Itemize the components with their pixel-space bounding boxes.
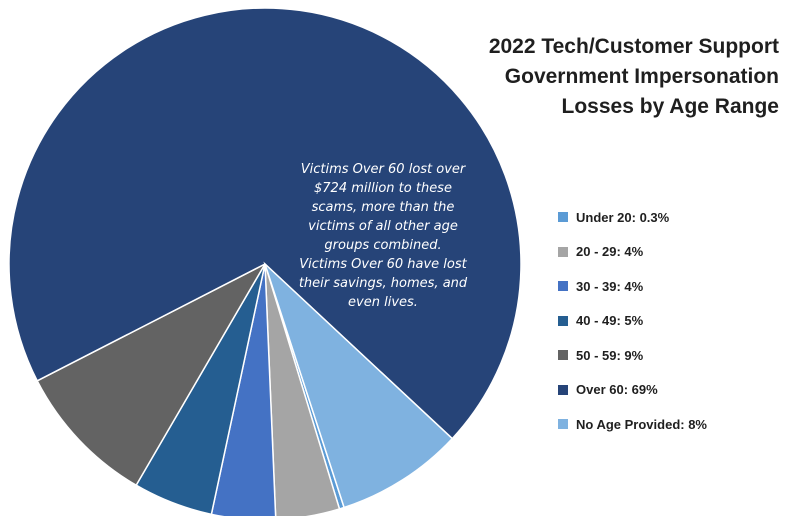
legend-swatch [558,384,568,395]
annotation-line: their savings, homes, and [298,276,468,291]
annotation-line: even lives. [348,295,418,310]
chart-title: 2022 Tech/Customer Support Government Im… [359,32,779,122]
legend-item: 40 - 49: 5% [558,311,707,331]
legend-label: 40 - 49: 5% [576,313,644,328]
legend-item: 30 - 39: 4% [558,276,707,296]
legend-item: 20 - 29: 4% [558,242,707,262]
legend-label: Over 60: 69% [576,382,658,397]
legend-item: No Age Provided: 8% [558,414,707,434]
legend-swatch [558,212,568,222]
pie-slice-4 [36,262,267,487]
annotation-line: $724 million to these [314,181,452,196]
legend-item: 50 - 59: 9% [558,345,707,365]
legend-swatch [558,419,568,429]
title-line: Government Impersonation [504,65,779,88]
legend-label: 50 - 59: 9% [576,347,644,363]
legend-label: Under 20: 0.3% [576,209,670,225]
pie-slice-5 [8,7,522,440]
legend-label: No Age Provided: 8% [576,416,707,432]
legend-swatch [558,315,568,326]
pie-slice-1 [264,263,341,516]
chart-annotation: Victims Over 60 lost over $724 million t… [268,160,498,312]
legend-swatch [558,281,568,291]
chart-legend: Under 20: 0.3% 20 - 29: 4% 30 - 39: 4% 40 -… [558,207,707,449]
pie-slice-6 [263,261,454,509]
annotation-line: victims of all other age [308,219,458,234]
title-line: Losses by Age Range [561,95,779,118]
legend-swatch [558,246,568,257]
annotation-line: Victims Over 60 have lost [299,257,467,272]
annotation-line: groups combined. [324,238,442,253]
legend-item: Under 20: 0.3% [558,207,707,227]
legend-label: 30 - 39: 4% [576,278,644,294]
legend-swatch [558,350,568,360]
annotation-line: scams, more than the [311,200,455,215]
annotation-line: Victims Over 60 lost over [300,162,466,177]
title-line: 2022 Tech/Customer Support [488,35,779,58]
legend-label: 20 - 29: 4% [576,244,644,259]
legend-item: Over 60: 69% [558,380,707,400]
